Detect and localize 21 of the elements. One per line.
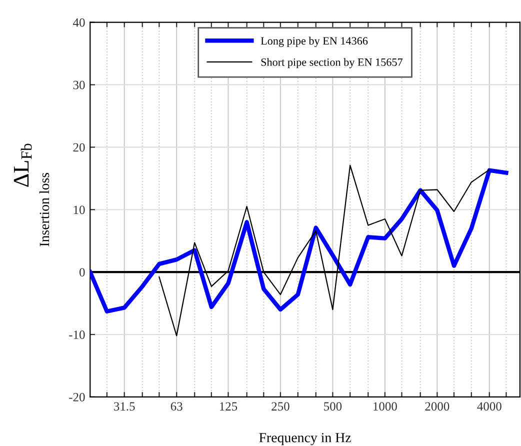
legend-label: Short pipe section by EN 15657 — [261, 58, 403, 68]
y-tick-label: 0 — [80, 268, 85, 277]
y-tick-label: 10 — [74, 206, 85, 214]
y-tick-label: -20 — [69, 392, 85, 402]
x-axis-title: Frequency in Hz — [259, 432, 351, 446]
x-tick-label: 125 — [220, 402, 238, 411]
x-tick-label: 4000 — [477, 402, 502, 411]
line-series — [90, 168, 508, 314]
x-tick-label: 63 — [170, 402, 182, 411]
x-tick-label: 250 — [272, 402, 290, 411]
y-tick-label: -10 — [69, 330, 85, 339]
y-tick-label: 30 — [73, 80, 85, 90]
x-tick-label: 1000 — [374, 402, 397, 411]
x-tick-label: 31.5 — [114, 402, 135, 411]
text: ΔL$_{Fb}$ — [14, 144, 32, 187]
y-tick-label: 40 — [73, 18, 85, 27]
x-tick-label: 2000 — [425, 402, 450, 411]
y-tick-label: 20 — [73, 143, 85, 152]
y-axis-title: Insertion loss — [39, 172, 50, 246]
legend-label: Long pipe by EN 14366 — [260, 36, 368, 47]
x-tick-label: 500 — [324, 402, 342, 411]
